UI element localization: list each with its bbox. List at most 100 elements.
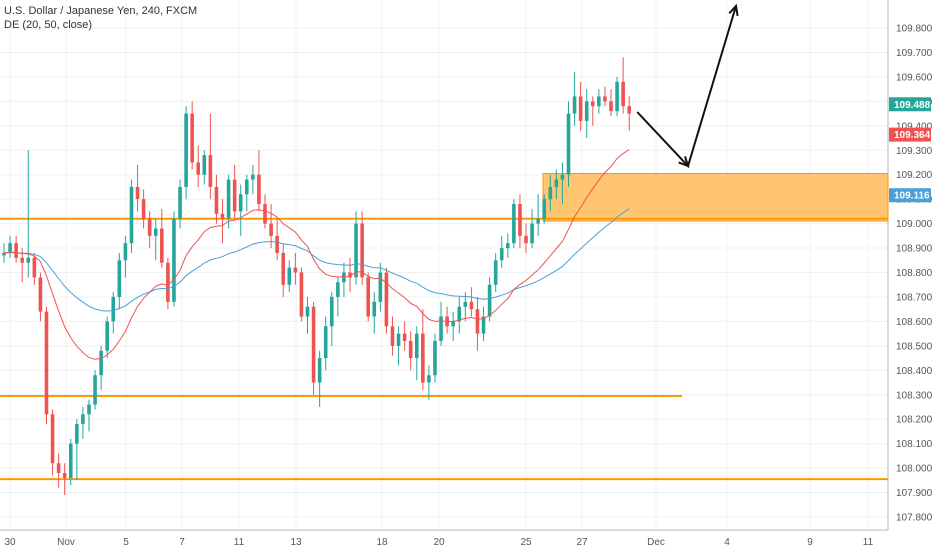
last-price-badge-label: 109.488 [894,100,931,111]
candle-body [354,223,358,278]
candle [445,306,449,334]
candle-body [50,414,55,464]
candle-body [99,350,103,376]
candle [178,179,182,229]
y-tick-label: 108.400 [896,366,932,377]
candle-body [269,223,273,236]
candle-body [609,101,613,112]
candle-body [141,199,146,219]
candle-body [2,252,6,256]
candle [451,311,455,341]
candle-body [44,311,49,415]
candle [469,287,474,317]
ema-fast-badge-label: 109.364 [894,130,931,141]
x-tick-label: Dec [647,537,665,548]
candle-body [530,223,534,244]
candle-body [178,186,182,219]
candle [8,235,12,258]
candle [160,208,164,268]
candle-body [117,260,122,297]
candle-body [287,267,292,285]
y-tick-label: 109.800 [896,24,932,35]
candle-body [329,296,334,327]
candle [32,252,37,285]
candle-body [584,101,589,121]
candle-body [512,204,516,244]
candle [506,233,510,258]
candle [129,179,134,253]
candle-body [202,155,207,175]
candle [2,243,6,263]
ema-slow-line [3,208,630,312]
candle [578,81,583,131]
candle [433,333,437,383]
y-tick-label: 108.500 [896,341,932,352]
candle-body [263,204,267,224]
candle [402,321,407,351]
candle [44,306,49,425]
candle-body [481,316,486,334]
candles [2,57,632,495]
candle [414,326,419,381]
candle-body [245,179,249,195]
candle [232,164,237,219]
y-tick-label: 109.000 [896,219,932,230]
candle-body [160,228,164,263]
symbol-title: U.S. Dollar / Japanese Yen, 240, FXCM [4,5,198,17]
candle [366,272,370,322]
candle [38,272,43,322]
y-tick-label: 108.700 [896,292,932,303]
candle-body [208,155,213,187]
candle [269,204,273,249]
candle-body [214,186,219,214]
candle-body [8,243,12,253]
candle-body [396,333,401,346]
candle [281,243,286,297]
candle-body [524,235,528,244]
candle-body [251,174,255,180]
candle [293,252,298,285]
candle [390,316,395,356]
candle [421,309,425,390]
candle-body [166,262,170,302]
candle-body [220,213,225,219]
x-tick-label: 9 [807,537,813,548]
candle-body [68,443,73,478]
candle [609,89,613,117]
x-tick-label: 13 [290,537,302,548]
y-tick-label: 107.900 [896,488,932,499]
candle [147,211,152,249]
candle [524,223,528,253]
candle [329,292,334,346]
chart-legend: U.S. Dollar / Japanese Yen, 240, FXCM DE… [4,4,197,32]
candle-body [190,113,194,163]
candle-body [87,404,91,415]
last-price-badge-bg [889,97,931,112]
candle [354,211,358,285]
candle-body [293,267,298,273]
candle-body [105,321,109,351]
candle-body [20,257,25,263]
candle-body [578,96,583,121]
x-tick-label: Nov [57,537,75,548]
candle [153,218,158,261]
candle-body [566,113,571,175]
candle-body [135,186,140,200]
candle [141,189,146,229]
candle [439,301,443,346]
candle-body [408,340,413,359]
candle [603,86,607,107]
candle-body [554,179,559,187]
candle-body [506,243,510,249]
x-tick-label: 30 [4,537,16,548]
candle [499,235,504,268]
x-tick-label: 11 [234,537,245,548]
candle [512,199,516,249]
candle-body [402,333,407,341]
candle-body [621,81,625,107]
candle-body [38,277,43,312]
candle [378,262,383,312]
candle [50,409,55,476]
candle [287,260,292,293]
